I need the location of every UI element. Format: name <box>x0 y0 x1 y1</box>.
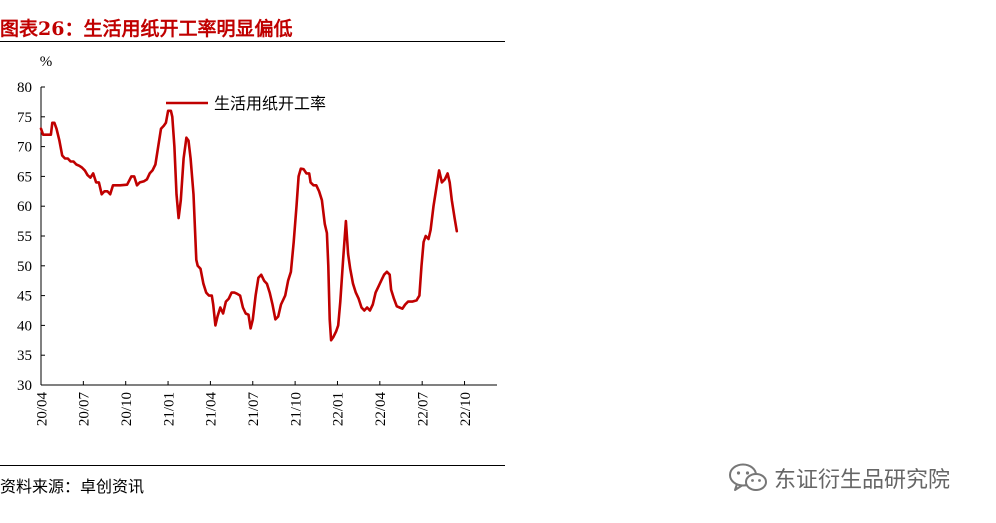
line-chart: 30 35 40 45 50 55 60 65 70 75 80% 20/04 20/07 20/10 21… <box>17 54 497 427</box>
source-note: 资料来源：卓创资讯 <box>0 477 145 496</box>
x-tick-label: 20/10 <box>119 392 135 426</box>
title-rule <box>0 41 505 42</box>
watermark: 东证衍生品研究院 <box>728 462 950 494</box>
x-tick-label: 21/01 <box>161 392 177 426</box>
y-tick-label: 70 <box>17 140 32 156</box>
x-tick-label: 20/07 <box>77 392 93 427</box>
y-tick-label: 55 <box>17 229 32 245</box>
y-tick-label: 40 <box>17 318 32 334</box>
x-tick-label: 21/10 <box>288 392 304 426</box>
y-tick-label: 75 <box>17 110 32 126</box>
y-tick-label: 45 <box>17 289 32 305</box>
legend-label: 生活用纸开工率 <box>214 95 326 113</box>
x-tick-label: 22/10 <box>458 392 474 426</box>
x-tick-label: 22/04 <box>373 392 389 427</box>
y-tick-label: 50 <box>17 259 32 275</box>
y-tick-label: 65 <box>17 169 32 185</box>
y-tick-label: 30 <box>17 378 32 394</box>
series-line <box>39 109 459 342</box>
wechat-icon <box>729 463 767 491</box>
watermark-text: 东证衍生品研究院 <box>774 468 951 493</box>
source-rule <box>0 465 505 466</box>
y-tick-label: 35 <box>17 348 32 364</box>
figure-title: 图表26：生活用纸开工率明显偏低 <box>0 18 293 40</box>
x-tick-label: 22/01 <box>331 392 347 426</box>
y-tick-label: 80 <box>17 80 32 96</box>
y-tick-label: 60 <box>17 199 32 215</box>
x-tick-label: 21/04 <box>204 392 220 427</box>
x-tick-label: 21/07 <box>246 392 262 427</box>
x-tick-label: 20/04 <box>34 392 50 427</box>
y-axis-unit: % <box>40 54 53 70</box>
x-tick-label: 22/07 <box>415 392 431 427</box>
